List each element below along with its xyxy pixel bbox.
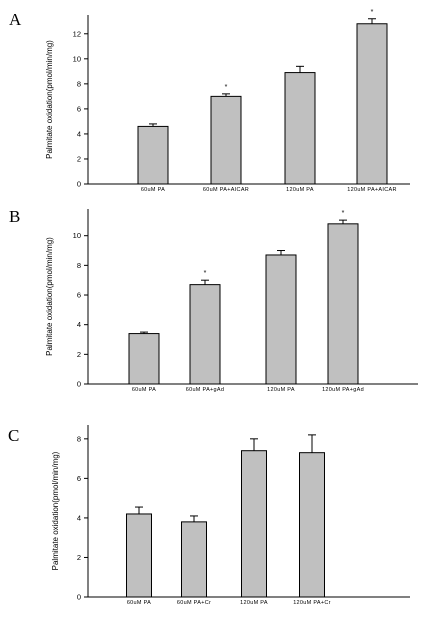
y-tick-label: 2 xyxy=(77,350,81,359)
panel-letter: A xyxy=(9,10,22,29)
category-label: 120uM PA+AICAR xyxy=(347,187,397,193)
category-label: 120uM PA xyxy=(267,387,295,393)
y-tick-label: 0 xyxy=(77,593,81,602)
category-label: 60uM PA xyxy=(127,600,151,606)
category-label: 60uM PA+AICAR xyxy=(203,187,249,193)
category-label: 60uM PA+gAd xyxy=(186,387,225,393)
significance-marker: * xyxy=(204,270,207,277)
bar xyxy=(126,513,152,598)
category-label: 120uM PA xyxy=(240,600,268,606)
y-tick-label: 12 xyxy=(73,29,81,38)
y-tick-label: 4 xyxy=(77,513,81,522)
bar xyxy=(356,23,388,185)
y-tick-label: 10 xyxy=(73,231,81,240)
bar xyxy=(210,95,242,185)
y-tick-label: 6 xyxy=(77,291,81,300)
significance-marker: * xyxy=(371,9,374,16)
bar xyxy=(137,125,169,185)
y-tick-label: 6 xyxy=(77,474,81,483)
bar xyxy=(181,521,207,598)
y-tick-label: 6 xyxy=(77,104,81,113)
y-tick-label: 8 xyxy=(77,79,81,88)
y-tick-label: 2 xyxy=(77,154,81,163)
category-label: 60uM PA xyxy=(141,187,165,193)
y-axis-label: Palmitate oxidation(pmol/min/mg) xyxy=(45,237,54,356)
y-tick-label: 0 xyxy=(77,180,81,189)
bar xyxy=(241,450,267,598)
category-label: 60uM PA+Cr xyxy=(177,600,211,606)
y-axis-label: Palmitate oxidation(pmol/min/mg) xyxy=(51,451,60,570)
chart-panel-a: A 0 2 4 6 8 10 12 Palmitate oxidation(pmol/min/m… xyxy=(9,9,410,193)
panel-letter: B xyxy=(9,207,20,226)
category-label: 120uM PA+Cr xyxy=(293,600,331,606)
bar xyxy=(265,254,297,385)
y-tick-label: 4 xyxy=(77,129,81,138)
bar xyxy=(299,452,325,598)
bar xyxy=(128,333,160,385)
y-tick-label: 2 xyxy=(77,553,81,562)
category-label: 120uM PA xyxy=(286,187,314,193)
category-label: 60uM PA xyxy=(132,387,156,393)
category-label: 120uM PA+gAd xyxy=(322,387,364,393)
y-tick-label: 8 xyxy=(77,261,81,270)
bar xyxy=(327,223,359,385)
y-tick-label: 10 xyxy=(73,54,81,63)
chart-panel-c: C 0 2 4 6 8 Palmitate oxidation(pmol/min/mg) 60… xyxy=(8,425,410,606)
y-tick-label: 8 xyxy=(77,434,81,443)
bar xyxy=(284,72,316,185)
y-tick-label: 0 xyxy=(77,380,81,389)
significance-marker: * xyxy=(225,84,228,91)
chart-panel-b: B 0 2 4 6 8 10 Palmitate oxidation(pmol/min/mg)… xyxy=(9,207,418,393)
significance-marker: * xyxy=(342,210,345,217)
panel-letter: C xyxy=(8,426,19,445)
bar xyxy=(189,284,221,385)
y-tick-label: 4 xyxy=(77,320,81,329)
y-axis-label: Palmitate oxidation(pmol/min/mg) xyxy=(45,40,54,159)
